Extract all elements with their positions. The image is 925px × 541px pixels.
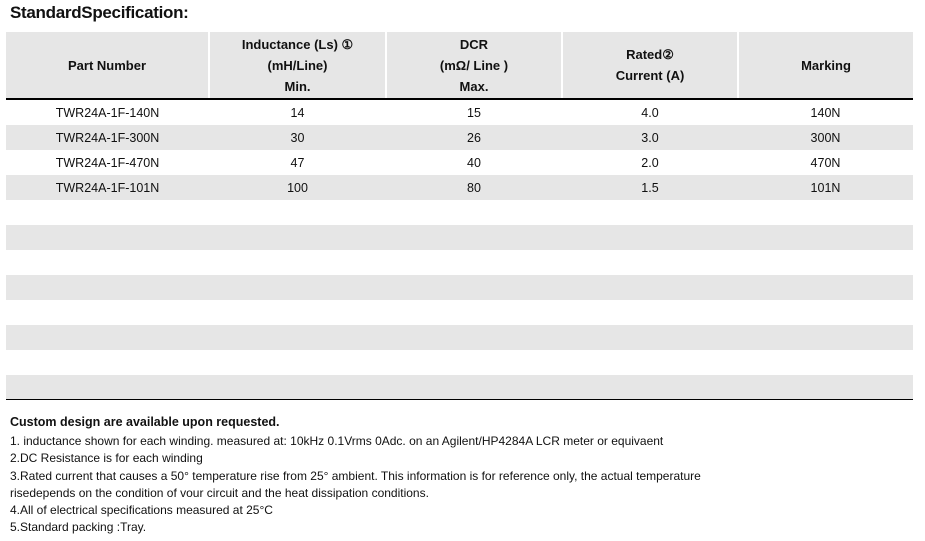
cell-inductance: 47 [290, 155, 305, 170]
cell-part-number [6, 300, 209, 325]
cell-dcr [386, 275, 562, 300]
cell-marking: 101N [738, 175, 913, 200]
cell-rated-current: 3.0 [562, 125, 738, 150]
cell-marking [738, 300, 913, 325]
empty-table-row [6, 325, 913, 350]
cell-marking: 300N [738, 125, 913, 150]
cell-part-number [6, 350, 209, 375]
header-marking: Marking [737, 32, 913, 100]
cell-inductance [209, 375, 386, 400]
cell-part-number: TWR24A-1F-300N [6, 125, 209, 150]
cell-dcr [386, 225, 562, 250]
empty-table-row [6, 275, 913, 300]
cell-rated-current [562, 375, 738, 400]
cell-marking [738, 250, 913, 275]
empty-table-row [6, 300, 913, 325]
cell-rated-current [562, 325, 738, 350]
cell-marking [738, 275, 913, 300]
cell-inductance [209, 300, 386, 325]
cell-marking: 140N [810, 105, 841, 120]
cell-marking: 470N [810, 155, 841, 170]
cell-inductance [209, 275, 386, 300]
cell-dcr [386, 350, 562, 375]
cell-marking [738, 225, 913, 250]
cell-marking [738, 375, 913, 400]
cell-rated-current [562, 200, 738, 225]
empty-table-row [6, 375, 913, 400]
cell-part-number [6, 200, 209, 225]
cell-dcr [386, 200, 562, 225]
cell-rated-current [562, 225, 738, 250]
cell-inductance [209, 250, 386, 275]
cell-dcr [386, 300, 562, 325]
empty-table-row [6, 200, 913, 225]
cell-dcr [386, 250, 562, 275]
notes-section: Custom design are available upon request… [10, 414, 701, 536]
empty-table-row [6, 250, 913, 275]
note-line: risedepends on the condition of vour cir… [10, 485, 429, 500]
table-row: TWR24A-1F-470N 47 40 2.0 470N [6, 150, 913, 175]
table-row: TWR24A-1F-300N 30 26 3.0 300N [6, 125, 913, 150]
note-line: 1. inductance shown for each winding. me… [10, 434, 664, 449]
cell-rated-current [562, 300, 738, 325]
specification-table: Part Number Inductance (Ls) ① (mH/Line) Mi… [6, 32, 913, 400]
cell-dcr [386, 375, 562, 400]
notes-heading: Custom design are available upon request… [10, 415, 280, 429]
page-title: StandardSpecification: [10, 3, 189, 22]
cell-inductance [209, 225, 386, 250]
table-row: TWR24A-1F-101N 100 80 1.5 101N [6, 175, 913, 200]
table-bottom-rule [6, 399, 913, 400]
cell-rated-current [562, 350, 738, 375]
cell-rated-current [562, 250, 738, 275]
cell-dcr [386, 325, 562, 350]
cell-rated-current [562, 275, 738, 300]
cell-part-number [6, 375, 209, 400]
cell-inductance [209, 350, 386, 375]
cell-marking [738, 325, 913, 350]
cell-rated-current: 1.5 [562, 175, 738, 200]
cell-part-number: TWR24A-1F-470N [55, 155, 160, 170]
header-part-number: Part Number [6, 32, 209, 100]
note-line: 4.All of electrical specifications measu… [10, 503, 273, 518]
cell-inductance: 14 [290, 105, 305, 120]
cell-part-number [6, 225, 209, 250]
cell-inductance: 30 [209, 125, 386, 150]
cell-inductance [209, 325, 386, 350]
note-line: 2.DC Resistance is for each winding [10, 451, 203, 466]
cell-part-number [6, 250, 209, 275]
header-rated-current: Rated② Current (A) [561, 32, 738, 100]
cell-marking [738, 350, 913, 375]
cell-rated-current: 2.0 [641, 155, 659, 170]
header-dcr: DCR (mΩ/ Line ) Max. [385, 32, 562, 100]
cell-part-number: TWR24A-1F-140N [55, 105, 160, 120]
cell-rated-current: 4.0 [641, 105, 659, 120]
empty-table-row [6, 225, 913, 250]
header-inductance: Inductance (Ls) ① (mH/Line) Min. [208, 32, 386, 100]
note-line: 5.Standard packing :Tray. [10, 520, 147, 535]
empty-table-row [6, 350, 913, 375]
note-line: 3.Rated current that causes a 50° temper… [10, 468, 701, 483]
table-row: TWR24A-1F-140N 14 15 4.0 140N [6, 99, 913, 125]
cell-dcr: 40 [467, 155, 481, 170]
cell-dcr: 15 [467, 105, 481, 120]
header-row: Part Number Inductance (Ls) ① (mH/Line) Mi… [6, 32, 913, 100]
cell-dcr: 80 [386, 175, 562, 200]
cell-inductance: 100 [209, 175, 386, 200]
cell-part-number [6, 275, 209, 300]
cell-part-number [6, 325, 209, 350]
cell-part-number: TWR24A-1F-101N [6, 175, 209, 200]
cell-inductance [209, 200, 386, 225]
cell-dcr: 26 [386, 125, 562, 150]
cell-marking [738, 200, 913, 225]
